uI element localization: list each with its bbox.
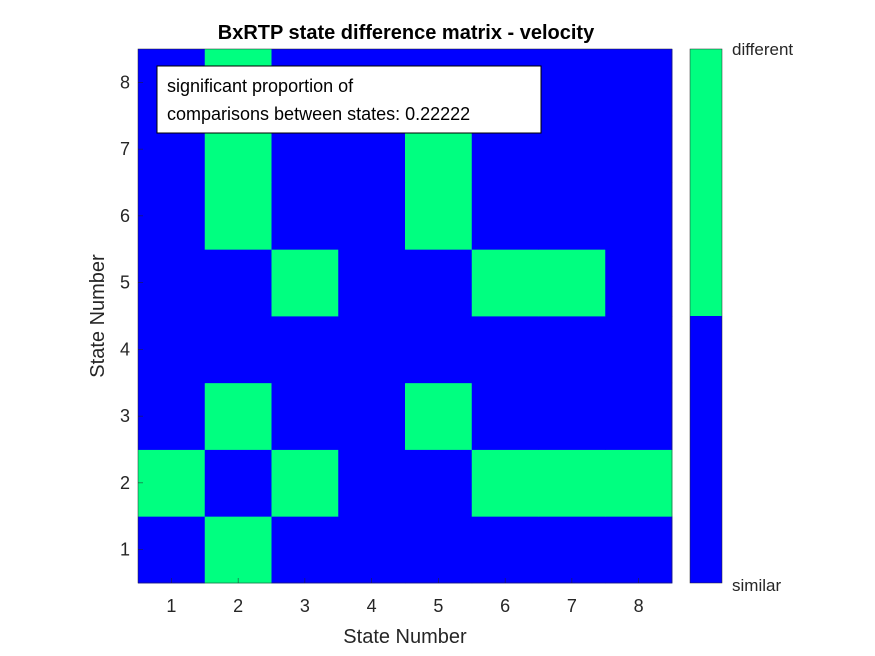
heatmap-cell-r8-c7 <box>538 49 606 117</box>
heatmap-cell-r1-c7 <box>538 516 606 584</box>
y-tick-label: 3 <box>120 406 130 426</box>
y-tick-label: 6 <box>120 206 130 226</box>
heatmap-cell-r3-c2 <box>204 382 272 450</box>
y-tick-label: 4 <box>120 339 130 359</box>
y-tick-label: 7 <box>120 139 130 159</box>
y-tick-label: 8 <box>120 72 130 92</box>
heatmap-cell-r6-c6 <box>471 182 539 250</box>
heatmap-cell-r5-c2 <box>204 249 272 317</box>
y-axis-ticks: 1 2 3 4 5 6 7 8 <box>120 72 143 560</box>
heatmap-cell-r2-c8 <box>605 449 673 517</box>
colorbar-label-different: different <box>732 40 793 59</box>
heatmap-cell-r8-c8 <box>605 49 673 117</box>
heatmap-cell-r2-c6 <box>471 449 539 517</box>
heatmap-cell-r4-c6 <box>471 316 539 384</box>
heatmap-cell-r3-c3 <box>271 382 339 450</box>
heatmap-cell-r1-c8 <box>605 516 673 584</box>
heatmap-cell-r2-c2 <box>204 449 272 517</box>
annotation-line-2: comparisons between states: 0.22222 <box>167 104 470 124</box>
heatmap-cell-r4-c8 <box>605 316 673 384</box>
heatmap-cell-r2-c7 <box>538 449 606 517</box>
heatmap-cell-r5-c6 <box>471 249 539 317</box>
heatmap-cell-r1-c3 <box>271 516 339 584</box>
heatmap-cell-r6-c7 <box>538 182 606 250</box>
heatmap-cell-r4-c2 <box>204 316 272 384</box>
heatmap-cell-r6-c8 <box>605 182 673 250</box>
heatmap-cell-r1-c2 <box>204 516 272 584</box>
x-axis-label: State Number <box>343 626 467 648</box>
x-tick-label: 7 <box>567 596 577 616</box>
heatmap-cell-r5-c3 <box>271 249 339 317</box>
heatmap-cell-r4-c3 <box>271 316 339 384</box>
heatmap-cell-r6-c5 <box>405 182 473 250</box>
heatmap-cell-r1-c5 <box>405 516 473 584</box>
heatmap-cell-r5-c5 <box>405 249 473 317</box>
colorbar: different similar <box>689 40 793 595</box>
x-tick-label: 1 <box>166 596 176 616</box>
annotation-box: significant proportion of comparisons be… <box>156 65 542 134</box>
heatmap-cell-r4-c1 <box>138 316 206 384</box>
heatmap-cell-r6-c1 <box>138 182 206 250</box>
heatmap-cell-r5-c1 <box>138 249 206 317</box>
heatmap-cell-r5-c7 <box>538 249 606 317</box>
x-tick-label: 6 <box>500 596 510 616</box>
y-axis-label: State Number <box>87 254 109 378</box>
heatmap-cell-r1-c6 <box>471 516 539 584</box>
heatmap-cell-r4-c4 <box>338 316 406 384</box>
x-tick-label: 4 <box>367 596 377 616</box>
heatmap-cell-r7-c8 <box>605 115 673 183</box>
heatmap-cell-r2-c3 <box>271 449 339 517</box>
colorbar-label-similar: similar <box>732 576 781 595</box>
colorbar-different-segment <box>690 49 722 316</box>
heatmap-cell-r2-c4 <box>338 449 406 517</box>
heatmap-cell-r3-c4 <box>338 382 406 450</box>
y-tick-label: 1 <box>120 540 130 560</box>
heatmap-cell-r3-c7 <box>538 382 606 450</box>
heatmap-cell-r3-c6 <box>471 382 539 450</box>
heatmap-cell-r2-c5 <box>405 449 473 517</box>
x-axis-ticks: 1 2 3 4 5 6 7 8 <box>166 578 644 616</box>
heatmap-cell-r4-c5 <box>405 316 473 384</box>
heatmap-cell-r7-c7 <box>538 115 606 183</box>
heatmap-cell-r1-c1 <box>138 516 206 584</box>
x-tick-label: 3 <box>300 596 310 616</box>
heatmap-cell-r4-c7 <box>538 316 606 384</box>
colorbar-frame <box>689 48 723 584</box>
heatmap-cell-r1-c4 <box>338 516 406 584</box>
plot-area-frame <box>137 48 673 584</box>
heatmap-cell-r3-c5 <box>405 382 473 450</box>
x-tick-label: 8 <box>634 596 644 616</box>
heatmap-cell-r3-c8 <box>605 382 673 450</box>
colorbar-similar-segment <box>690 316 722 583</box>
heatmap-cell-r3-c1 <box>138 382 206 450</box>
chart-title: BxRTP state difference matrix - velocity <box>218 22 595 44</box>
x-tick-label: 5 <box>433 596 443 616</box>
heatmap-cell-r6-c3 <box>271 182 339 250</box>
annotation-line-1: significant proportion of <box>167 76 354 96</box>
y-tick-label: 2 <box>120 473 130 493</box>
heatmap-cell-r5-c4 <box>338 249 406 317</box>
y-tick-label: 5 <box>120 273 130 293</box>
heatmap-cell-r6-c2 <box>204 182 272 250</box>
x-tick-label: 2 <box>233 596 243 616</box>
heatmap-cell-r2-c1 <box>138 449 206 517</box>
heatmap-cell-r5-c8 <box>605 249 673 317</box>
heatmap-cell-r6-c4 <box>338 182 406 250</box>
